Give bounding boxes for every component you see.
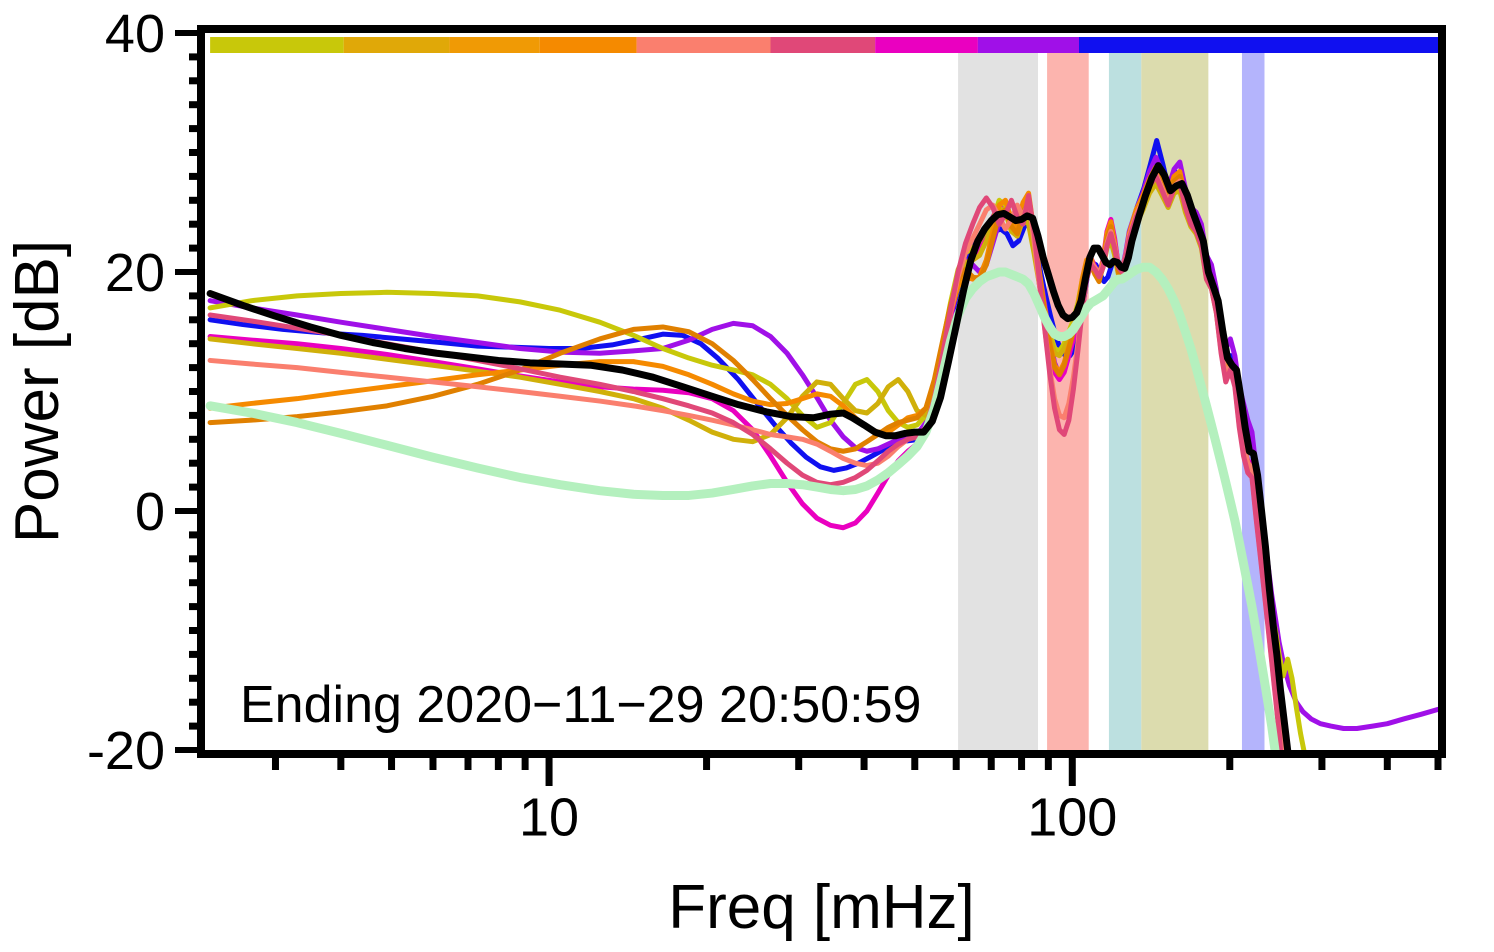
colorbar-seg-3 [449, 37, 540, 53]
colorbar-seg-5 [636, 37, 771, 53]
colorbar-seg-4 [539, 37, 637, 53]
curve-spectrum-pale-green [205, 262, 1280, 750]
time-progression-colorbar [210, 37, 1438, 53]
y-axis-title: Power [dB] [3, 240, 72, 543]
x-axis-ticks [271, 750, 1442, 786]
ending-timestamp-annotation: Ending 2020−11−29 20:50:59 [240, 676, 921, 734]
y-axis-ticks [175, 30, 205, 753]
spectra-curves-group [205, 138, 1438, 750]
y-tick-label: 0 [135, 482, 165, 542]
y-tick-label: -20 [87, 721, 165, 781]
y-tick-label: 40 [105, 4, 165, 64]
colorbar-seg-8 [977, 37, 1079, 53]
x-tick-label: 10 [519, 788, 579, 848]
band-khaki [1141, 37, 1209, 750]
x-axis-title: Freq [mHz] [668, 873, 975, 942]
x-tick-label: 100 [1027, 788, 1117, 848]
curve-spectrum-crimson [207, 173, 1283, 750]
colorbar-seg-1 [210, 37, 344, 53]
colorbar-seg-2 [343, 37, 450, 53]
shaded-bands-group [958, 37, 1265, 750]
y-tick-label: 20 [105, 243, 165, 303]
colorbar-seg-6 [770, 37, 876, 53]
colorbar-seg-9 [1078, 37, 1438, 53]
band-gray [958, 37, 1039, 750]
band-cyan [1108, 37, 1142, 750]
curve-mean-spectrum [206, 162, 1292, 750]
colorbar-seg-7 [875, 37, 978, 53]
